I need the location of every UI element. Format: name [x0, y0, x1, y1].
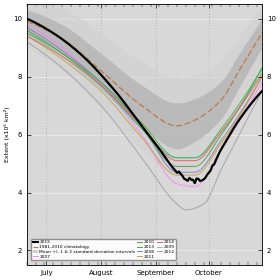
Y-axis label: Extent (x10⁶ km²): Extent (x10⁶ km²): [4, 107, 10, 162]
Legend: 2015, 1981-2010 climatology, Mean +/- 1 & 2 standard deviation intervals, 2007, : 2015, 1981-2010 climatology, Mean +/- 1 …: [31, 239, 176, 260]
